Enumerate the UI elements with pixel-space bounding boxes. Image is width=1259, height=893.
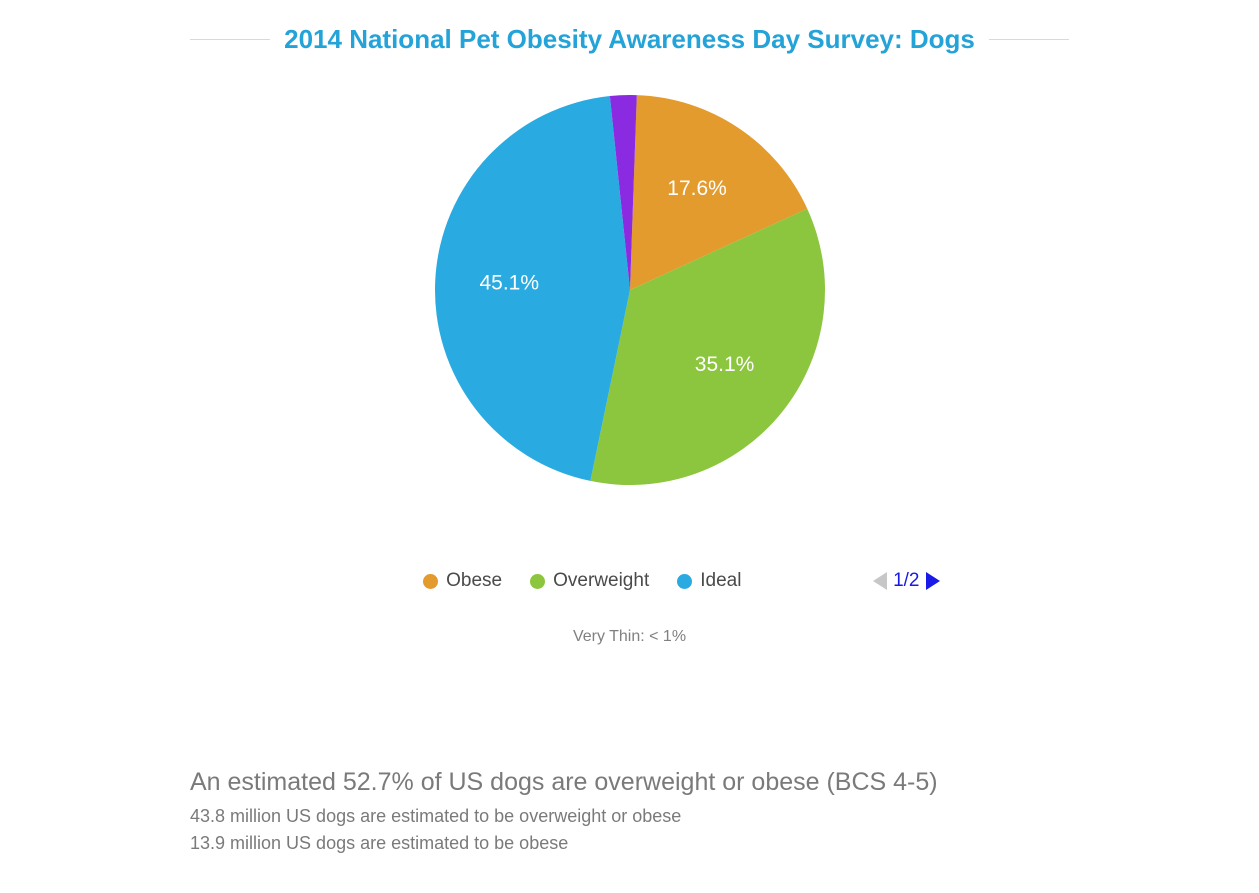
legend-pager-text: 1/2 xyxy=(893,570,919,592)
legend-row: Obese Overweight Ideal 1/2 xyxy=(320,570,940,592)
summary-line: 43.8 million US dogs are estimated to be… xyxy=(190,803,1159,830)
legend-item[interactable]: Obese xyxy=(423,570,502,592)
legend-pager: 1/2 xyxy=(873,570,939,592)
summary-line: 13.9 million US dogs are estimated to be… xyxy=(190,830,1159,857)
pie-slice-label: 17.6% xyxy=(667,177,727,200)
chevron-right-icon[interactable] xyxy=(926,572,940,590)
pie-slice-label: 45.1% xyxy=(479,271,539,294)
pie-chart: 17.6% 35.1% 45.1% xyxy=(430,90,830,490)
legend-swatch-icon xyxy=(530,574,545,589)
page: 2014 National Pet Obesity Awareness Day … xyxy=(0,0,1259,893)
legend-item[interactable]: Ideal xyxy=(677,570,741,592)
title-rule-left xyxy=(190,39,270,40)
pie-chart-svg: 17.6% 35.1% 45.1% xyxy=(430,90,830,490)
title-row: 2014 National Pet Obesity Awareness Day … xyxy=(190,24,1069,55)
summary-block: An estimated 52.7% of US dogs are overwe… xyxy=(190,768,1159,857)
chart-footnote: Very Thin: < 1% xyxy=(573,628,686,646)
legend-items: Obese Overweight Ideal xyxy=(320,570,846,592)
chart-title: 2014 National Pet Obesity Awareness Day … xyxy=(284,24,975,55)
chevron-left-icon[interactable] xyxy=(873,572,887,590)
legend-swatch-icon xyxy=(677,574,692,589)
summary-headline: An estimated 52.7% of US dogs are overwe… xyxy=(190,768,1159,797)
legend-label: Ideal xyxy=(700,570,741,592)
legend-label: Overweight xyxy=(553,570,649,592)
legend-swatch-icon xyxy=(423,574,438,589)
legend-label: Obese xyxy=(446,570,502,592)
legend-item[interactable]: Overweight xyxy=(530,570,649,592)
title-rule-right xyxy=(989,39,1069,40)
pie-slice-label: 35.1% xyxy=(694,353,754,376)
